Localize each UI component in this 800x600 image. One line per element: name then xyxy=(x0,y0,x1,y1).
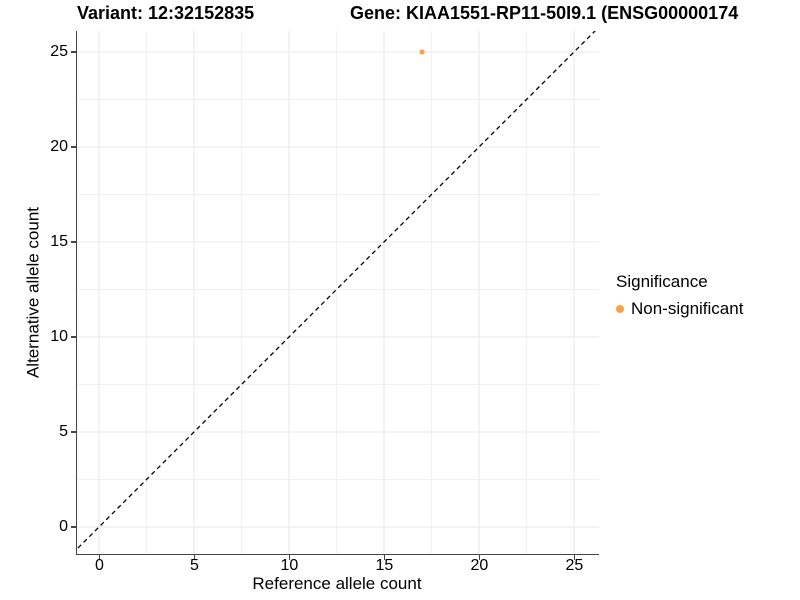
y-tick-label: 20 xyxy=(50,138,68,155)
x-tick-mark xyxy=(573,555,576,561)
x-tick-mark xyxy=(383,555,386,561)
scatter-plot-canvas xyxy=(77,31,599,554)
x-tick-mark xyxy=(193,555,196,561)
x-tick-label: 20 xyxy=(470,557,489,574)
x-tick-label: 25 xyxy=(565,557,584,574)
y-tick-mark xyxy=(71,146,76,148)
non-significant-dot-icon xyxy=(616,305,624,313)
x-axis-title: Reference allele count xyxy=(252,574,422,593)
y-tick-label: 10 xyxy=(50,328,68,345)
legend: Significance Non-significant xyxy=(616,272,743,319)
x-tick-label: 0 xyxy=(94,557,104,574)
x-tick-label: 15 xyxy=(375,557,394,574)
y-axis-title: Alternative allele count xyxy=(23,206,43,379)
x-tick-label: 5 xyxy=(189,557,199,574)
y-tick-label: 5 xyxy=(59,423,68,440)
identity-dashed-line xyxy=(77,31,596,550)
gene-title: Gene: KIAA1551-RP11-50I9.1 (ENSG00000174 xyxy=(350,3,739,23)
legend-item-non-significant: Non-significant xyxy=(616,299,743,319)
legend-title: Significance xyxy=(616,272,708,291)
variant-title: Variant: 12:32152835 xyxy=(77,3,255,23)
y-tick-label: 0 xyxy=(59,518,68,535)
x-tick-mark xyxy=(98,555,101,561)
y-tick-mark xyxy=(71,51,76,53)
y-tick-mark xyxy=(71,526,76,528)
y-tick-mark xyxy=(71,336,76,338)
y-tick-mark xyxy=(71,431,76,433)
x-tick-label: 10 xyxy=(280,557,299,574)
legend-item-label: Non-significant xyxy=(631,299,744,318)
plot-panel xyxy=(76,31,599,555)
data-point xyxy=(419,49,425,55)
y-tick-label: 15 xyxy=(50,233,68,250)
x-tick-mark xyxy=(288,555,291,561)
y-tick-mark xyxy=(71,241,76,243)
x-tick-mark xyxy=(478,555,481,561)
y-tick-label: 25 xyxy=(50,43,68,60)
